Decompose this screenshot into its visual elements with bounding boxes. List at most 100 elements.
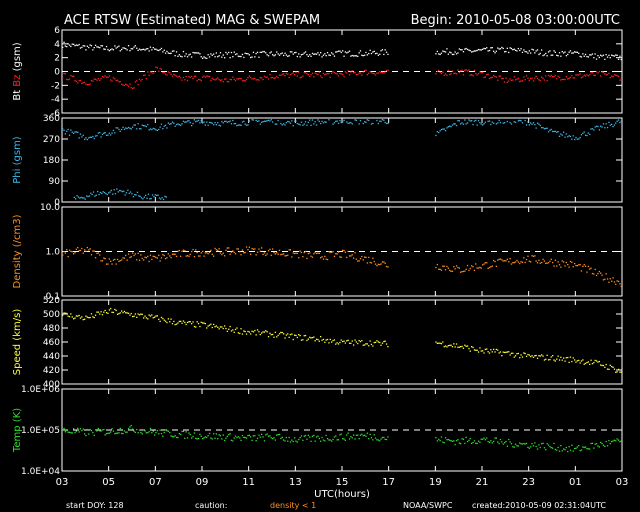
data-point xyxy=(335,120,337,122)
data-point xyxy=(616,371,618,373)
data-point xyxy=(575,74,577,76)
data-point xyxy=(204,124,206,126)
data-point xyxy=(320,257,322,259)
data-point xyxy=(471,442,473,444)
data-point xyxy=(383,436,385,439)
data-point xyxy=(119,427,121,430)
data-point xyxy=(239,437,241,439)
data-point xyxy=(324,53,326,55)
data-point xyxy=(214,326,216,328)
data-point xyxy=(278,333,281,335)
data-point xyxy=(358,340,360,342)
data-point xyxy=(589,363,591,365)
data-point xyxy=(256,79,259,81)
data-point xyxy=(133,430,135,432)
data-point xyxy=(587,75,589,77)
data-point xyxy=(587,265,589,268)
data-point xyxy=(574,138,576,141)
data-point xyxy=(110,260,112,262)
x-tick-label: 17 xyxy=(382,477,395,488)
data-point xyxy=(138,78,141,80)
data-point xyxy=(346,340,348,342)
data-point xyxy=(447,438,449,441)
data-point xyxy=(68,134,71,136)
data-point xyxy=(177,436,179,439)
data-point xyxy=(127,85,130,87)
data-point xyxy=(202,76,204,78)
data-point xyxy=(184,437,186,439)
data-point xyxy=(169,72,171,74)
data-point xyxy=(132,48,134,50)
data-point xyxy=(288,336,290,338)
data-point xyxy=(254,329,256,332)
data-point xyxy=(186,321,189,324)
y-tick-label: 90 xyxy=(49,177,61,187)
data-point xyxy=(576,446,578,448)
data-point xyxy=(545,358,547,360)
data-point xyxy=(608,54,610,56)
data-point xyxy=(368,72,370,74)
data-point xyxy=(197,438,200,440)
data-point xyxy=(530,122,532,124)
x-tick-label: 09 xyxy=(196,477,209,488)
data-point xyxy=(583,446,585,449)
data-point xyxy=(105,433,108,435)
data-point xyxy=(575,136,577,139)
data-point xyxy=(200,79,202,82)
data-point xyxy=(218,124,220,126)
data-point xyxy=(368,52,370,55)
data-point xyxy=(554,259,556,261)
data-point xyxy=(460,123,462,125)
data-point xyxy=(568,266,570,268)
data-point xyxy=(604,366,606,368)
data-point xyxy=(615,283,617,285)
data-point xyxy=(217,122,219,124)
data-point xyxy=(230,51,233,54)
data-point xyxy=(152,47,154,49)
data-point xyxy=(617,119,620,121)
data-point xyxy=(240,78,242,80)
data-point xyxy=(530,446,532,448)
data-point xyxy=(283,439,285,441)
data-point xyxy=(543,447,546,449)
data-point xyxy=(89,44,91,46)
data-point xyxy=(73,196,75,198)
data-point xyxy=(62,77,64,79)
data-point xyxy=(604,58,606,60)
data-point xyxy=(462,270,465,273)
data-point xyxy=(598,360,600,363)
data-point xyxy=(333,71,336,74)
data-point xyxy=(180,320,182,322)
data-point xyxy=(261,247,263,249)
data-point xyxy=(372,72,374,75)
data-point xyxy=(193,119,196,121)
data-point xyxy=(546,354,548,356)
data-point xyxy=(147,71,149,73)
data-point xyxy=(451,124,454,126)
data-point xyxy=(278,433,281,436)
data-point xyxy=(203,121,205,123)
data-point xyxy=(217,56,219,58)
data-point xyxy=(364,70,366,72)
data-point xyxy=(446,74,448,76)
data-point xyxy=(292,440,294,443)
data-point xyxy=(151,71,153,73)
data-point xyxy=(78,431,80,433)
data-point xyxy=(236,248,238,250)
data-point xyxy=(107,48,109,51)
data-point xyxy=(294,252,296,255)
data-point xyxy=(347,250,349,253)
data-point xyxy=(590,267,592,269)
data-point xyxy=(171,75,174,77)
data-point xyxy=(499,48,502,50)
y-tick-label: 1.0E+05 xyxy=(21,426,60,436)
data-point xyxy=(154,316,156,318)
data-point xyxy=(283,54,285,57)
data-point xyxy=(365,256,367,258)
data-point xyxy=(206,252,208,254)
data-point xyxy=(130,312,132,315)
data-point xyxy=(333,55,336,57)
data-point xyxy=(590,54,592,56)
x-tick-label: 23 xyxy=(522,477,535,488)
